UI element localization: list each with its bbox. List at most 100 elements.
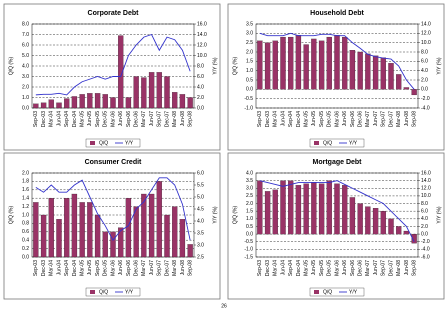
x-tick-label: Mar-05 [79, 260, 85, 276]
bar [102, 94, 108, 109]
bar [94, 93, 101, 109]
x-tick-label: Sep-07 [157, 111, 163, 127]
x-tick-label: Jun-07 [149, 111, 155, 127]
y-tick-label: 7.0 [22, 32, 29, 38]
bar [87, 93, 93, 109]
y2-tick-label: 6.0 [197, 74, 204, 80]
x-tick-label: Sep-08 [411, 260, 417, 276]
bar [334, 35, 340, 90]
x-tick-label: Jun-04 [56, 111, 62, 127]
y2-tick-label: -2.0 [421, 239, 430, 245]
y-tick-label: 2.0 [246, 201, 253, 207]
bar [110, 97, 116, 109]
y2-tick-label: 16.0 [421, 170, 431, 176]
x-tick-label: Sep-07 [381, 260, 387, 276]
x-tick-label: Sep-08 [411, 111, 417, 127]
bar [164, 214, 170, 258]
y-tick-label: 2.5 [246, 193, 253, 199]
x-tick-label: Sep-06 [126, 260, 132, 276]
legend-label: Y/Y [125, 289, 134, 295]
bar [349, 197, 356, 235]
chart-title: Mortgage Debt [313, 159, 363, 166]
bar [411, 233, 417, 244]
y-tick-label: 4.0 [22, 63, 29, 69]
x-tick-label: Sep-03 [33, 111, 39, 127]
x-tick-label: Mar-08 [172, 111, 178, 127]
bar [380, 211, 386, 235]
y2-tick-label: 5.0 [197, 194, 204, 200]
y2-tick-label: 3.5 [197, 230, 204, 236]
bar [118, 227, 124, 258]
y2-tick-label: 5.5 [197, 182, 204, 188]
bar [148, 72, 155, 109]
x-tick-label: Mar-07 [141, 260, 147, 276]
y2-tick-label: 16.0 [197, 21, 207, 27]
legend-label: Q/Q [323, 140, 332, 146]
x-tick-label: Jun-08 [404, 260, 410, 276]
x-tick-label: Mar-08 [396, 260, 402, 276]
x-tick-label: Sep-05 [319, 260, 325, 276]
x-tick-label: Jun-05 [311, 111, 317, 127]
y2-tick-label: 6.0 [197, 170, 204, 176]
y-tick-label: 8.0 [22, 21, 29, 27]
legend-label: Q/Q [323, 289, 332, 295]
bar [40, 102, 47, 109]
y-axis-label: Q/Q (%) [8, 206, 14, 225]
bar [48, 198, 54, 258]
y2-tick-label: 2.0 [421, 77, 428, 83]
y2-tick-label: 4.0 [197, 218, 204, 224]
x-tick-label: Mar-06 [110, 111, 116, 127]
bar [318, 183, 325, 235]
bar [295, 185, 302, 235]
line-series [35, 177, 191, 242]
x-tick-label: Jun-04 [56, 260, 62, 276]
bar [357, 51, 363, 90]
y-tick-label: 0.5 [246, 77, 253, 83]
y-tick-label: 0.0 [22, 254, 29, 260]
bar [79, 94, 85, 109]
y2-tick-label: 0.0 [421, 87, 428, 93]
x-tick-label: Dec-04 [72, 260, 78, 276]
y-tick-label: 1.8 [22, 179, 29, 185]
y-tick-label: 0.0 [22, 105, 29, 111]
bar [342, 36, 348, 90]
x-tick-label: Dec-07 [164, 111, 170, 127]
x-tick-label: Mar-06 [334, 260, 340, 276]
y-axis-label: Q/Q (%) [8, 57, 14, 76]
bar [288, 180, 294, 235]
x-tick-label: Sep-05 [95, 111, 101, 127]
x-tick-label: Jun-06 [118, 111, 124, 127]
x-tick-label: Dec-05 [103, 111, 109, 127]
bar [288, 36, 294, 90]
y2-tick-label: 2.0 [197, 95, 204, 101]
bar [365, 206, 371, 235]
bar [40, 214, 47, 258]
x-tick-label: Mar-07 [365, 260, 371, 276]
x-tick-label: Dec-07 [388, 111, 394, 127]
legend-swatch [90, 290, 95, 294]
x-tick-label: Jun-06 [118, 260, 124, 276]
bar [388, 63, 394, 90]
y2-tick-label: 2.0 [421, 224, 428, 230]
bar [118, 35, 124, 109]
legend-label: Q/Q [99, 140, 108, 146]
bar [342, 185, 348, 235]
bar [133, 76, 139, 109]
x-tick-label: Jun-08 [180, 111, 186, 127]
y2-tick-label: -2.0 [421, 96, 430, 102]
bar [380, 57, 386, 90]
x-tick-label: Mar-06 [110, 260, 116, 276]
bar [311, 38, 317, 90]
y2-tick-label: 6.0 [421, 59, 428, 65]
legend-swatch [314, 141, 319, 145]
bar [334, 183, 340, 235]
line-series [35, 33, 191, 96]
y-tick-label: 1.5 [246, 59, 253, 65]
legend [85, 138, 141, 148]
line-series [259, 32, 415, 90]
y-tick-label: 3.5 [246, 21, 253, 27]
line-series [259, 180, 415, 242]
x-tick-label: Jun-07 [149, 260, 155, 276]
x-tick-label: Sep-05 [319, 111, 325, 127]
bar [187, 97, 193, 109]
